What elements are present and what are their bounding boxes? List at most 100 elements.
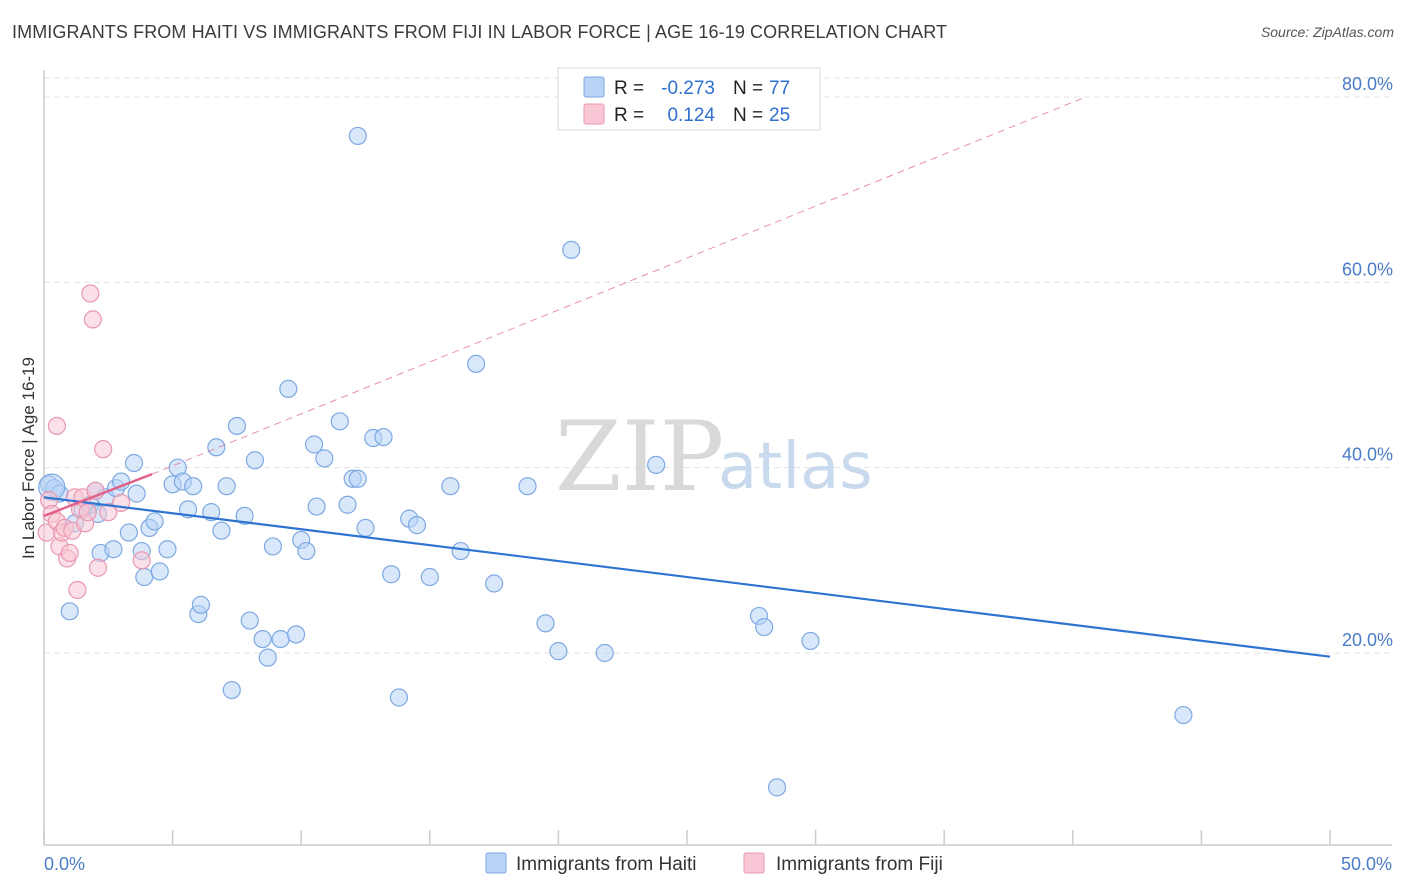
y-tick-labels: 20.0% 40.0% 60.0% 80.0% [1342,74,1393,650]
x-tick-marks [43,830,1331,845]
y-tick-label-80: 80.0% [1342,74,1393,94]
haiti-point [202,503,221,522]
haiti-point [245,451,265,470]
fiji-n-value: 25 [769,105,790,126]
stats-legend: R = -0.273 N = 77 R = 0.124 N = 25 [557,67,821,131]
haiti-point [389,688,409,707]
haiti-point [286,625,306,644]
haiti-point [184,477,203,496]
fiji-point [78,503,97,522]
fiji-point [99,503,118,522]
haiti-series-points [38,126,1193,797]
haiti-point [549,642,568,661]
haiti-point [263,537,283,556]
haiti-point [518,477,537,496]
haiti-point [382,565,401,584]
haiti-point [297,541,316,561]
haiti-point [235,506,254,525]
chart-title: IMMIGRANTS FROM HAITI VS IMMIGRANTS FROM… [12,22,948,42]
haiti-point [595,643,614,663]
haiti-point [330,412,349,431]
bottom-legend-fiji-label: Immigrants from Fiji [776,854,943,875]
fiji-trend-line [43,473,153,517]
fiji-point [68,580,87,600]
haiti-point [374,427,393,447]
bottom-legend-fiji-swatch [743,852,765,874]
fiji-point [81,284,100,303]
fiji-point [132,551,151,570]
haiti-point [356,518,375,538]
haiti-point [222,680,241,700]
haiti-point [536,614,555,633]
haiti-r-label: R = [614,78,644,99]
haiti-n-value: 77 [769,78,790,99]
y-axis-label: In Labor Force | Age 16-19 [19,357,38,559]
watermark-zip: ZIP [555,401,724,513]
haiti-point [304,435,324,454]
haiti-point [240,611,259,630]
haiti-n-label: N = [733,78,763,99]
haiti-point [755,617,774,637]
haiti-point [801,631,820,651]
fiji-r-value: 0.124 [667,105,715,126]
x-tick-label-min: 0.0% [44,854,85,874]
haiti-point [217,477,236,496]
fiji-point [112,493,131,512]
haiti-point [338,495,357,514]
axes [43,70,1392,846]
haiti-legend-swatch [583,76,605,98]
y-tick-label-60: 60.0% [1342,259,1393,279]
haiti-point [104,540,123,559]
haiti-point [127,484,146,503]
haiti-point [212,521,231,540]
haiti-point [441,477,460,496]
grid-lines [44,77,1392,654]
fiji-legend-swatch [583,103,605,125]
haiti-point [420,567,439,587]
haiti-trend-line [43,496,1331,658]
y-tick-label-20: 20.0% [1342,630,1393,650]
fiji-series-points [37,284,151,600]
haiti-point [124,453,144,473]
haiti-point [1174,705,1193,725]
bottom-legend-haiti-label: Immigrants from Haiti [516,854,697,875]
haiti-point [145,512,164,531]
haiti-point [135,567,154,587]
watermark-atlas: atlas [718,430,873,504]
watermark: ZIP atlas [555,401,873,513]
bottom-legend-haiti-swatch [485,852,507,874]
haiti-point [60,602,79,621]
haiti-point [207,438,226,457]
haiti-point [279,379,298,398]
haiti-point [767,778,787,797]
fiji-point [94,440,113,459]
haiti-point [158,540,177,559]
haiti-point [647,455,666,474]
haiti-point [348,126,367,146]
fiji-n-label: N = [733,105,763,126]
haiti-point [407,516,427,535]
haiti-point [271,629,290,649]
fiji-r-label: R = [614,105,644,126]
haiti-point [258,648,277,667]
fiji-point [47,416,66,436]
haiti-point [253,629,272,649]
trend-lines [43,96,1331,658]
haiti-point [562,240,581,259]
series-legend: Immigrants from Haiti Immigrants from Fi… [485,852,943,875]
haiti-point [315,449,334,468]
source-credit: Source: ZipAtlas.com [1260,24,1394,40]
x-tick-label-max: 50.0% [1341,854,1392,874]
haiti-point [227,416,246,436]
haiti-point [485,574,504,593]
fiji-point [83,310,102,329]
haiti-point [451,541,470,561]
haiti-point [119,523,138,542]
y-tick-label-40: 40.0% [1342,445,1393,465]
haiti-point [307,497,326,516]
haiti-r-value: -0.273 [661,78,715,99]
haiti-point [466,354,486,373]
fiji-point [88,558,108,577]
fiji-point [60,543,79,563]
